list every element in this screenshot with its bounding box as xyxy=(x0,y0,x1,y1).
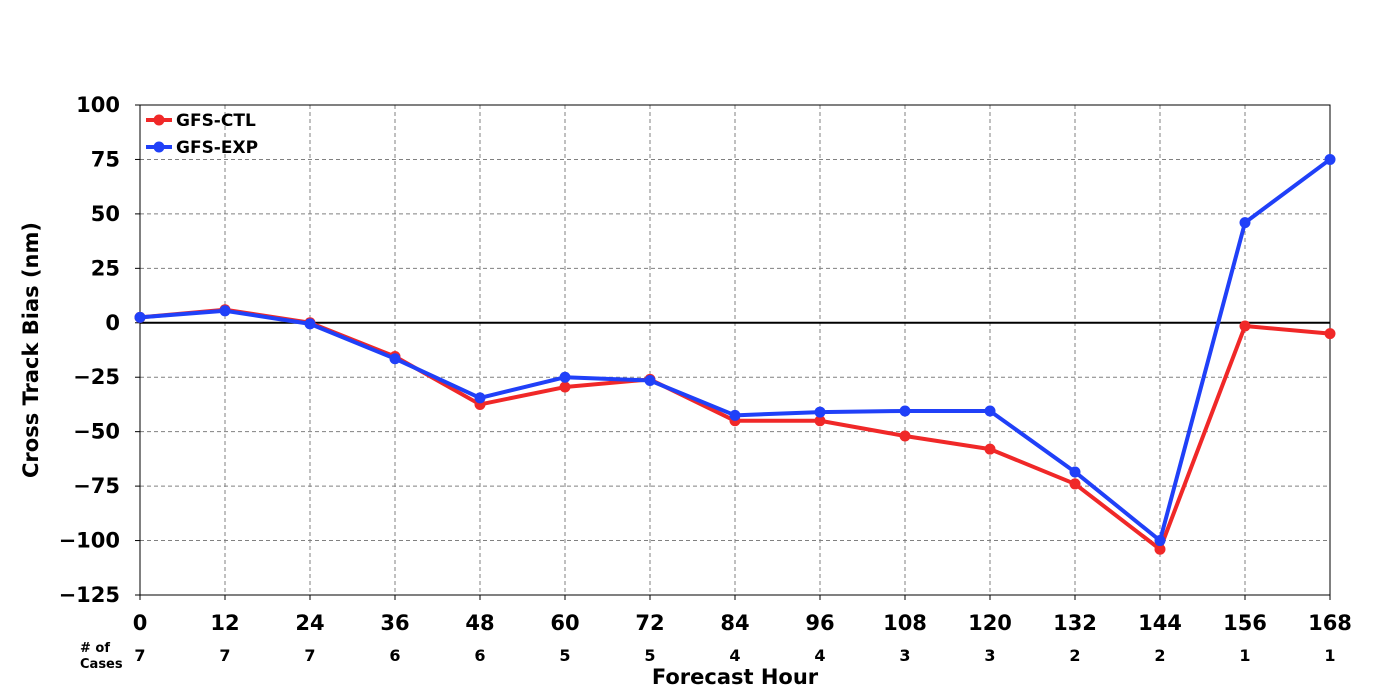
data-point xyxy=(1324,328,1336,340)
data-point xyxy=(559,381,571,393)
case-count: 3 xyxy=(899,646,910,665)
series-layer xyxy=(134,153,1336,555)
data-point xyxy=(1154,543,1166,555)
data-point xyxy=(389,353,401,365)
case-count: 2 xyxy=(1154,646,1165,665)
x-tick-label: 0 xyxy=(133,611,148,635)
case-count: 7 xyxy=(219,646,230,665)
case-count: 1 xyxy=(1239,646,1250,665)
data-point xyxy=(644,374,656,386)
data-point xyxy=(474,392,486,404)
data-point xyxy=(899,405,911,417)
data-point xyxy=(1324,153,1336,165)
x-tick-label: 24 xyxy=(295,611,324,635)
case-count: 1 xyxy=(1324,646,1335,665)
y-axis-ticks: 100 75 50 25 0 −25 −50 −75 −100 −125 xyxy=(59,93,140,607)
legend: GFS-CTL GFS-EXP xyxy=(146,111,258,158)
cases-label-line2: Cases xyxy=(80,657,123,672)
x-tick-label: 96 xyxy=(805,611,834,635)
case-count: 7 xyxy=(134,646,145,665)
data-point xyxy=(1239,320,1251,332)
data-point xyxy=(814,415,826,427)
case-count: 5 xyxy=(644,646,655,665)
x-tick-label: 108 xyxy=(883,611,927,635)
data-point xyxy=(1154,535,1166,547)
x-tick-label: 156 xyxy=(1223,611,1267,635)
x-tick-label: 144 xyxy=(1138,611,1182,635)
x-tick-label: 48 xyxy=(465,611,494,635)
case-count: 4 xyxy=(814,646,825,665)
grid-lines xyxy=(140,105,1330,595)
case-count: 2 xyxy=(1069,646,1080,665)
case-count: 4 xyxy=(729,646,740,665)
data-point xyxy=(559,371,571,383)
data-point xyxy=(1239,217,1251,229)
x-tick-label: 132 xyxy=(1053,611,1097,635)
data-point xyxy=(304,318,316,330)
x-tick-label: 168 xyxy=(1308,611,1352,635)
y-tick-label: 25 xyxy=(91,256,120,280)
data-point xyxy=(984,405,996,417)
data-point xyxy=(134,311,146,323)
y-tick-label: −100 xyxy=(59,529,120,553)
cases-label-line1: # of xyxy=(80,641,110,656)
y-tick-label: −75 xyxy=(73,474,120,498)
data-point xyxy=(899,430,911,442)
case-count: 3 xyxy=(984,646,995,665)
x-axis-label: Forecast Hour xyxy=(652,665,819,689)
y-tick-label: −25 xyxy=(73,365,120,389)
data-point xyxy=(814,406,826,418)
legend-swatch-marker xyxy=(153,114,165,126)
y-tick-label: 50 xyxy=(91,202,120,226)
y-tick-label: 0 xyxy=(105,311,120,335)
data-point xyxy=(984,443,996,455)
x-tick-label: 60 xyxy=(550,611,579,635)
legend-label: GFS-CTL xyxy=(176,111,256,131)
series-gfs-exp xyxy=(134,153,1336,547)
x-tick-label: 72 xyxy=(635,611,664,635)
y-tick-label: −50 xyxy=(73,420,120,444)
x-tick-label: 84 xyxy=(720,611,749,635)
case-count: 6 xyxy=(389,646,400,665)
y-tick-label: 100 xyxy=(76,93,120,117)
x-tick-label: 120 xyxy=(968,611,1012,635)
x-axis-ticks: 0 12 24 36 48 60 72 84 96 108 120 132 144 156 168 xyxy=(133,595,1352,635)
data-point xyxy=(219,305,231,317)
legend-swatch-marker xyxy=(153,141,165,153)
legend-label: GFS-EXP xyxy=(176,138,258,158)
data-point xyxy=(1069,466,1081,478)
x-tick-label: 36 xyxy=(380,611,409,635)
data-point xyxy=(1069,478,1081,490)
y-tick-label: 75 xyxy=(91,147,120,171)
cases-row: # of Cases 7 7 7 6 6 5 5 4 4 3 3 2 2 1 1 xyxy=(80,641,1336,672)
y-tick-label: −125 xyxy=(59,583,120,607)
case-count: 6 xyxy=(474,646,485,665)
case-count: 5 xyxy=(559,646,570,665)
case-count: 7 xyxy=(304,646,315,665)
data-point xyxy=(729,409,741,421)
x-tick-label: 12 xyxy=(210,611,239,635)
y-axis-label: Cross Track Bias (nm) xyxy=(19,222,43,478)
